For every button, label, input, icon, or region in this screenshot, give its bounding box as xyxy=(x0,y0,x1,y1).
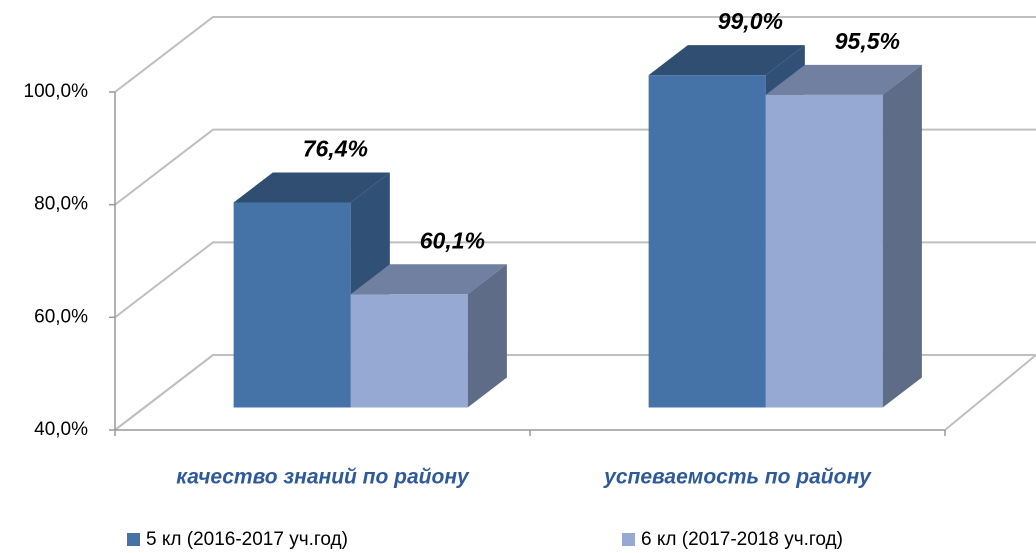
y-tick-label: 100,0% xyxy=(24,81,89,102)
bar-top xyxy=(765,64,922,95)
bar xyxy=(765,94,883,408)
grid-line xyxy=(114,16,1036,93)
y-tick-label: 60,0% xyxy=(34,306,88,327)
bar-top xyxy=(648,45,805,76)
value-label: 99,0% xyxy=(718,8,783,34)
bar-side xyxy=(882,64,922,408)
bar xyxy=(233,202,351,408)
value-label: 76,4% xyxy=(303,136,368,162)
bar xyxy=(350,294,468,408)
legend-marker xyxy=(127,533,140,546)
value-label: 95,5% xyxy=(835,28,900,54)
legend-marker xyxy=(622,533,635,546)
y-tick-label: 40,0% xyxy=(34,419,88,440)
legend-label: 6 кл (2017-2018 уч.год) xyxy=(641,529,843,550)
bar-side xyxy=(467,264,507,408)
bar-top xyxy=(350,264,507,295)
legend-label: 5 кл (2016-2017 уч.год) xyxy=(146,529,348,550)
y-tick-label: 80,0% xyxy=(34,194,88,215)
value-label: 60,1% xyxy=(420,227,485,253)
bar xyxy=(648,75,766,408)
x-tick-label: качество знаний по району xyxy=(176,466,470,489)
bar-top xyxy=(233,172,390,203)
floor-edge xyxy=(944,354,1036,431)
x-tick-label: успеваемость по району xyxy=(603,466,872,489)
